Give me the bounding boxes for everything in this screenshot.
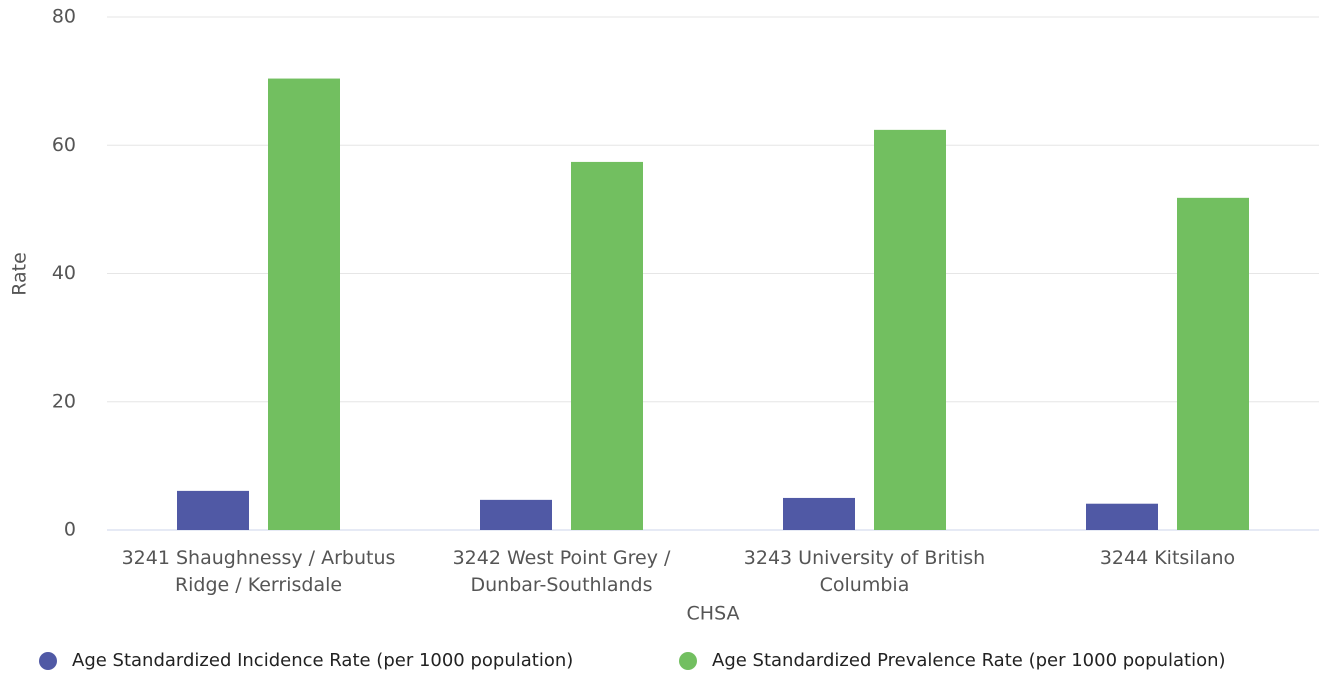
legend-marker (39, 652, 57, 670)
x-tick-label-line: Ridge / Kerrisdale (175, 574, 342, 596)
x-axis-label: CHSA (687, 603, 740, 625)
x-tick-label-line: 3243 University of British (744, 547, 985, 569)
x-tick-label-line: Columbia (820, 574, 910, 596)
x-tick-label: 3241 Shaughnessy / Arbutus Ridge / Kerris… (122, 547, 396, 596)
x-tick-label: 3242 West Point Grey / Dunbar-Southlands (453, 547, 671, 596)
y-tick-label: 40 (52, 262, 76, 284)
y-tick-label: 80 (52, 6, 76, 28)
x-tick-label-line: 3244 Kitsilano (1100, 547, 1235, 569)
bar (1086, 503, 1158, 530)
bar (1177, 197, 1249, 530)
x-tick-label: 3244 Kitsilano (1100, 547, 1235, 569)
x-tick-label-line: Dunbar-Southlands (470, 574, 652, 596)
bar (177, 490, 249, 530)
y-axis-label: Rate (9, 252, 31, 296)
legend-marker (679, 652, 697, 670)
y-tick-label: 0 (64, 519, 76, 541)
bar (268, 78, 340, 530)
y-tick-label: 60 (52, 134, 76, 156)
x-tick-label-line: 3241 Shaughnessy / Arbutus (122, 547, 396, 569)
bar (783, 497, 855, 530)
bar (571, 161, 643, 531)
x-tick-label: 3243 University of British Columbia (744, 547, 985, 596)
x-tick-label-line: 3242 West Point Grey / (453, 547, 671, 569)
legend-label: Age Standardized Prevalence Rate (per 10… (712, 650, 1226, 671)
y-tick-label: 20 (52, 390, 76, 412)
bar (874, 129, 946, 531)
bar (480, 499, 552, 530)
legend-label: Age Standardized Incidence Rate (per 100… (72, 650, 573, 671)
